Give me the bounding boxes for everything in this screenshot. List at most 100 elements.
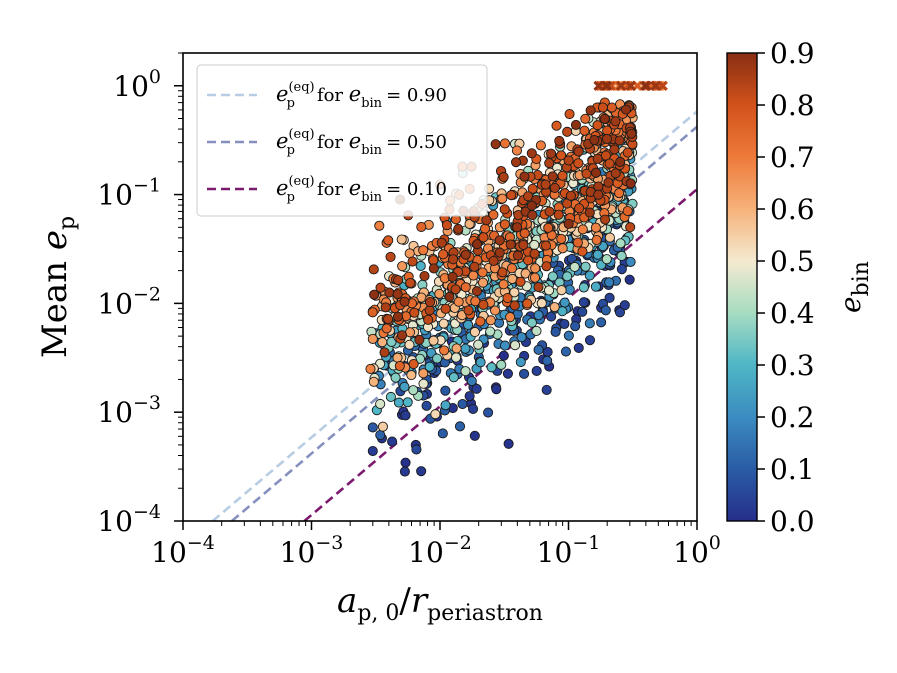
data-point xyxy=(447,271,458,283)
data-point xyxy=(473,339,484,350)
data-point xyxy=(520,268,531,279)
data-point xyxy=(556,150,567,161)
data-point xyxy=(491,384,502,395)
legend: e(eq) p for ebin = 0.90 e(eq) p for ebin = 0.50… xyxy=(196,64,488,217)
data-point xyxy=(584,318,595,329)
data-point xyxy=(460,366,471,377)
colorbar-tick-label: 0.6 xyxy=(770,193,815,226)
data-point xyxy=(440,303,451,314)
y-tick-label: 10−2 xyxy=(97,283,161,320)
colorbar-tick-label: 0.9 xyxy=(770,37,815,70)
data-point xyxy=(616,264,627,275)
data-point xyxy=(400,410,411,421)
data-point xyxy=(498,172,509,183)
data-point xyxy=(448,254,459,265)
data-point xyxy=(383,314,394,325)
data-point xyxy=(405,277,416,289)
data-point xyxy=(600,214,611,225)
data-point xyxy=(531,365,542,376)
colorbar-tick-label: 0.8 xyxy=(770,89,815,122)
saturated-point xyxy=(593,80,604,91)
data-point xyxy=(511,145,522,156)
data-point xyxy=(494,235,505,246)
data-point xyxy=(584,270,595,281)
colorbar-tick-label: 0.2 xyxy=(770,401,815,434)
data-point xyxy=(409,307,420,318)
colorbar-tick-label: 0.4 xyxy=(770,297,815,330)
data-point xyxy=(367,445,378,457)
data-point xyxy=(425,296,436,308)
y-tick-label: 10−1 xyxy=(97,175,161,212)
data-point xyxy=(497,267,508,278)
data-point xyxy=(614,135,625,146)
data-point xyxy=(469,261,480,272)
data-point xyxy=(399,381,410,392)
data-point xyxy=(439,345,450,356)
data-point xyxy=(390,372,401,383)
data-point xyxy=(622,147,633,158)
data-point xyxy=(544,206,555,217)
data-point xyxy=(469,430,480,441)
data-point xyxy=(377,421,388,432)
data-point xyxy=(469,326,480,338)
data-point xyxy=(379,347,390,358)
data-point xyxy=(393,397,404,408)
data-point xyxy=(477,267,488,278)
data-point xyxy=(400,457,411,468)
data-point xyxy=(541,261,552,272)
data-point xyxy=(478,299,489,310)
scatter-points xyxy=(365,80,668,477)
data-point xyxy=(506,190,517,201)
x-tick-label: 10−4 xyxy=(151,532,215,569)
data-point xyxy=(381,323,392,334)
data-point xyxy=(584,207,595,218)
data-point xyxy=(573,146,584,157)
data-point xyxy=(577,246,588,257)
y-tick-label: 10−3 xyxy=(97,392,161,429)
data-point xyxy=(572,237,583,248)
data-point xyxy=(488,209,499,220)
legend-label: e(eq) p for ebin = 0.10 xyxy=(276,174,447,205)
data-point xyxy=(440,400,451,411)
data-point xyxy=(428,263,439,274)
colorbar-tick-label: 0.1 xyxy=(770,453,815,486)
data-point xyxy=(562,271,573,282)
data-point xyxy=(603,177,614,188)
data-point xyxy=(415,260,426,272)
data-point xyxy=(428,335,439,346)
data-point xyxy=(475,357,486,368)
data-point xyxy=(423,314,434,325)
data-point xyxy=(448,372,459,383)
data-point xyxy=(394,360,405,372)
data-point xyxy=(416,466,427,477)
data-point xyxy=(380,302,391,313)
data-point xyxy=(570,321,581,332)
data-point xyxy=(604,158,615,169)
data-point xyxy=(436,237,447,248)
data-point xyxy=(601,254,612,265)
data-point xyxy=(592,249,603,260)
data-point xyxy=(478,232,489,243)
data-point xyxy=(485,326,496,337)
data-point xyxy=(573,342,584,353)
data-point xyxy=(498,279,509,290)
data-point xyxy=(604,277,615,288)
x-tick-label: 10−3 xyxy=(280,532,344,569)
data-point xyxy=(440,385,451,396)
y-tick-label: 100 xyxy=(113,66,161,103)
data-point xyxy=(557,243,568,254)
data-point xyxy=(610,116,621,127)
x-tick-label: 100 xyxy=(673,532,721,569)
data-point xyxy=(584,335,596,346)
data-point xyxy=(503,438,514,449)
data-point xyxy=(438,318,449,329)
data-point xyxy=(620,104,632,115)
data-point xyxy=(375,282,386,293)
data-point xyxy=(367,307,378,318)
data-point xyxy=(519,171,530,182)
data-point xyxy=(408,385,419,396)
data-point xyxy=(385,251,396,262)
eq-line-0 xyxy=(211,110,697,521)
y-tick-label: 10−4 xyxy=(97,501,161,538)
data-point xyxy=(434,288,445,299)
